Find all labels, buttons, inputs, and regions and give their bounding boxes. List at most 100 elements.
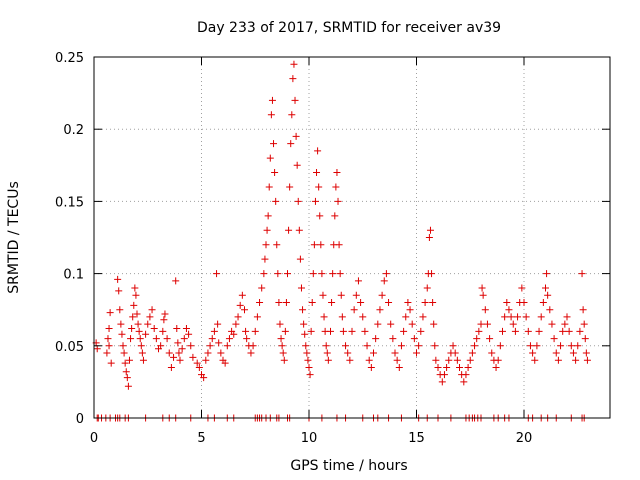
data-point <box>478 284 486 292</box>
data-point <box>410 335 418 343</box>
data-point <box>543 270 551 278</box>
data-point <box>232 320 240 328</box>
data-point <box>251 327 259 335</box>
data-point <box>124 382 132 390</box>
data-point <box>266 154 274 162</box>
data-point <box>213 270 221 278</box>
data-point <box>243 335 251 343</box>
data-point <box>150 324 158 332</box>
data-point <box>432 356 440 364</box>
data-point <box>400 327 408 335</box>
data-point <box>322 342 330 350</box>
data-point <box>348 327 356 335</box>
data-point <box>430 320 438 328</box>
data-point <box>260 270 268 278</box>
data-point <box>451 349 459 357</box>
data-point <box>522 313 530 321</box>
data-point <box>238 291 246 299</box>
data-point <box>264 212 272 220</box>
data-point <box>402 313 410 321</box>
data-point <box>291 96 299 104</box>
data-point <box>367 363 375 371</box>
data-point <box>569 349 577 357</box>
data-point <box>121 359 129 367</box>
data-point <box>413 349 420 357</box>
data-point <box>242 327 250 335</box>
data-point <box>579 306 587 314</box>
data-point <box>492 363 500 371</box>
data-point <box>488 349 496 357</box>
data-point <box>307 327 315 335</box>
data-point <box>365 356 373 364</box>
data-point <box>460 378 468 386</box>
data-point <box>157 342 165 350</box>
x-tick-label: 20 <box>516 431 533 446</box>
data-point <box>105 342 113 350</box>
data-point <box>195 363 203 371</box>
data-point <box>208 335 216 343</box>
data-point <box>313 169 321 177</box>
data-point <box>132 291 140 299</box>
data-point <box>561 320 569 328</box>
data-point <box>443 363 451 371</box>
data-point <box>287 140 295 148</box>
data-point <box>167 363 175 371</box>
data-point <box>295 226 303 234</box>
data-point <box>315 183 323 191</box>
data-point <box>144 320 152 328</box>
data-point <box>115 287 123 295</box>
data-point <box>314 147 322 155</box>
data-point <box>339 327 347 335</box>
data-point <box>462 371 470 379</box>
data-point <box>425 234 433 241</box>
data-point <box>419 313 427 321</box>
data-point <box>511 327 519 335</box>
data-point <box>406 306 414 314</box>
data-point <box>274 270 282 278</box>
data-point <box>230 330 238 338</box>
data-point <box>582 349 590 357</box>
data-point <box>159 327 167 335</box>
data-point <box>277 335 285 343</box>
x-tick-label: 0 <box>90 431 98 446</box>
data-point <box>505 306 513 314</box>
data-point <box>370 349 377 357</box>
data-point <box>241 306 248 314</box>
data-point <box>471 342 479 350</box>
data-point <box>563 313 571 321</box>
data-point <box>148 306 156 314</box>
data-point <box>202 356 210 364</box>
data-point <box>273 241 281 249</box>
data-point <box>331 212 339 220</box>
data-point <box>122 368 130 376</box>
data-point <box>265 183 273 191</box>
data-point <box>284 270 291 278</box>
data-point <box>163 335 171 343</box>
data-point <box>249 342 257 350</box>
data-point <box>119 342 127 350</box>
data-point <box>180 335 188 343</box>
data-point <box>352 291 360 299</box>
data-point <box>123 374 131 382</box>
data-point <box>105 324 113 332</box>
data-point <box>336 270 344 278</box>
data-point <box>518 284 526 292</box>
data-point <box>342 342 350 350</box>
data-point <box>107 359 115 367</box>
data-point <box>172 277 180 285</box>
data-point <box>481 306 489 314</box>
data-point <box>533 342 541 350</box>
data-point <box>404 298 412 306</box>
data-point <box>290 60 298 68</box>
data-point <box>524 327 532 335</box>
data-point <box>278 342 286 350</box>
data-point <box>173 324 181 332</box>
data-point <box>160 316 168 324</box>
data-point <box>503 298 511 306</box>
data-point <box>374 320 382 328</box>
data-point <box>131 284 139 292</box>
data-point <box>270 140 278 148</box>
data-point <box>316 212 324 220</box>
data-point <box>114 275 122 283</box>
